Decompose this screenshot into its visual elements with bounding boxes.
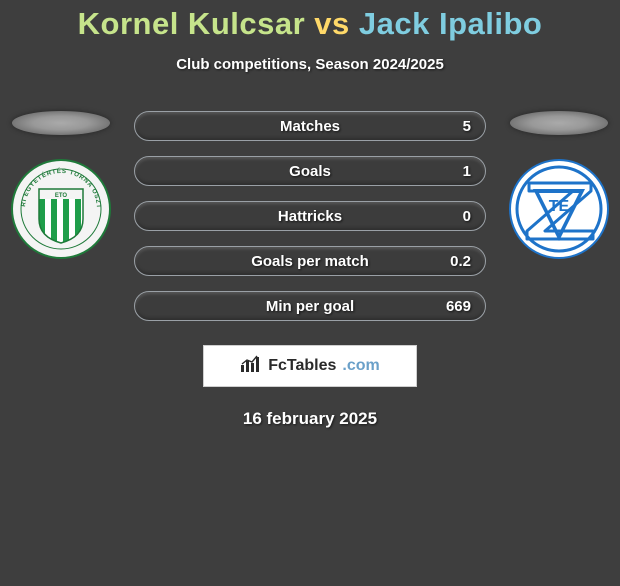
vs-label: vs <box>314 6 349 41</box>
svg-text:ETO: ETO <box>55 193 68 199</box>
stat-bar: Goals1 <box>134 156 486 186</box>
brand-attribution[interactable]: FcTables .com <box>203 345 417 387</box>
player1-club-badge: GYŐRI EGYETÉRTÉS TORNA OSZTÁLY ETO <box>11 159 111 259</box>
stats-column: Matches5Goals1Hattricks0Goals per match0… <box>134 111 486 321</box>
stat-bar: Min per goal669 <box>134 291 486 321</box>
comparison-body: GYŐRI EGYETÉRTÉS TORNA OSZTÁLY ETO Mat <box>0 111 620 321</box>
stat-label: Goals <box>135 157 485 185</box>
stat-value-right: 1 <box>463 157 471 185</box>
page-title: Kornel Kulcsar vs Jack Ipalibo <box>0 6 620 42</box>
player2-silhouette-shadow <box>510 111 608 135</box>
stat-label: Hattricks <box>135 202 485 230</box>
stat-label: Min per goal <box>135 292 485 320</box>
brand-suffix: .com <box>342 357 379 375</box>
date-line: 16 february 2025 <box>0 409 620 429</box>
stat-bar: Matches5 <box>134 111 486 141</box>
player2-name: Jack Ipalibo <box>359 6 542 41</box>
left-player-column: GYŐRI EGYETÉRTÉS TORNA OSZTÁLY ETO <box>6 111 116 259</box>
brand-name: FcTables <box>268 357 336 375</box>
subtitle: Club competitions, Season 2024/2025 <box>0 56 620 73</box>
stat-value-right: 5 <box>463 112 471 140</box>
stat-bar: Hattricks0 <box>134 201 486 231</box>
player1-name: Kornel Kulcsar <box>78 6 306 41</box>
stat-label: Matches <box>135 112 485 140</box>
bar-chart-icon <box>240 355 262 378</box>
stat-value-right: 0.2 <box>450 247 471 275</box>
svg-text:TE: TE <box>549 198 570 215</box>
right-player-column: TE <box>504 111 614 259</box>
stat-label: Goals per match <box>135 247 485 275</box>
player2-club-badge: TE <box>509 159 609 259</box>
player1-silhouette-shadow <box>12 111 110 135</box>
stat-value-right: 0 <box>463 202 471 230</box>
stat-bar: Goals per match0.2 <box>134 246 486 276</box>
stat-value-right: 669 <box>446 292 471 320</box>
